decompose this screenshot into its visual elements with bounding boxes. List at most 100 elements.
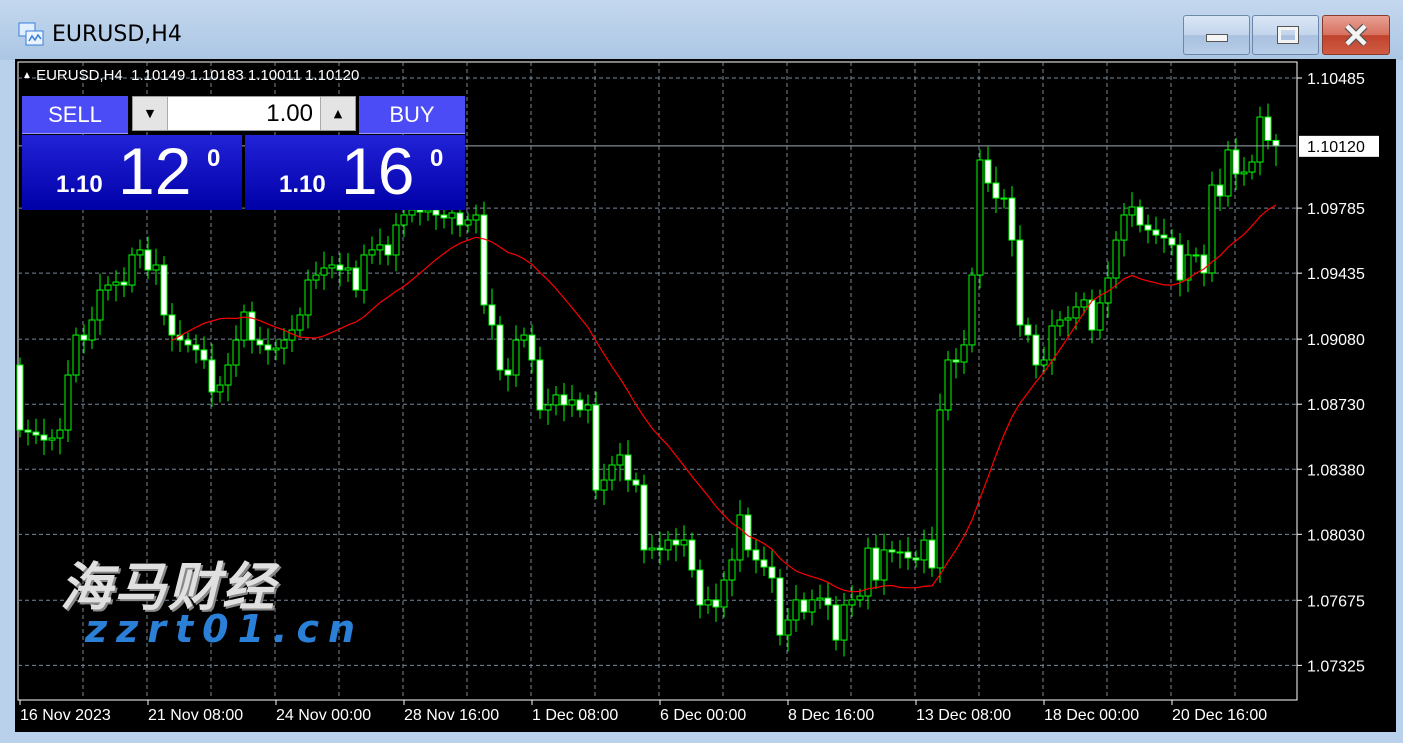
candle-bull [792, 599, 800, 621]
candle-bull [320, 267, 328, 276]
close-button[interactable] [1322, 15, 1390, 55]
candle-bull [584, 404, 592, 411]
x-tick-label: 16 Nov 2023 [20, 707, 111, 724]
candle-bear [168, 314, 176, 336]
triangle-up-icon[interactable]: ▲ [22, 70, 32, 81]
candle-bear [928, 539, 936, 569]
candle-bear [1144, 224, 1152, 231]
candlestick-chart[interactable]: 1.10485 1.09785 1.09435 1.09080 1.08730 1.083… [15, 59, 1396, 732]
candle-bear [144, 249, 152, 271]
chart-header: ▲ EURUSD,H4 1.10149 1.10183 1.10011 1.10… [22, 67, 359, 84]
candle-bull [728, 559, 736, 581]
x-tick-label: 18 Dec 00:00 [1044, 707, 1139, 724]
candle-bear [1136, 206, 1144, 226]
candle-bull [152, 264, 160, 271]
candle-bear [456, 212, 464, 226]
candle-bull [56, 429, 64, 439]
candle-bull [1192, 254, 1200, 257]
x-tick-label: 21 Nov 08:00 [148, 707, 243, 724]
candle-bear [992, 182, 1000, 199]
restore-button[interactable] [1252, 15, 1319, 55]
candle-bear [592, 404, 600, 491]
candle-bull [1224, 149, 1232, 197]
x-tick-label: 13 Dec 08:00 [916, 707, 1011, 724]
buy-button[interactable]: BUY [359, 96, 465, 134]
buy-price-fraction: 0 [430, 145, 444, 172]
candle-bull [112, 281, 120, 286]
candle-bear [1160, 234, 1168, 239]
lot-size-input[interactable]: 1.00 [266, 100, 313, 127]
minimize-icon [1206, 34, 1228, 42]
watermark-url: zzrt01.cn [85, 607, 365, 651]
candle-bear [760, 559, 768, 568]
lot-increase-button[interactable]: ▲ [320, 97, 355, 130]
candle-bull [216, 384, 224, 393]
candle-bear [1264, 116, 1272, 141]
candle-bull [448, 212, 456, 219]
candle-bull [1056, 319, 1064, 327]
candle-bear [432, 209, 440, 216]
candle-bull [512, 339, 520, 376]
candle-bear [632, 479, 640, 486]
candle-bear [1232, 149, 1240, 175]
candle-bear [1016, 239, 1024, 326]
candle-bear [352, 267, 360, 291]
candle-bear [200, 349, 208, 361]
candle-bull [1112, 239, 1120, 279]
candle-bull [880, 549, 888, 581]
candle-bear [1272, 139, 1280, 147]
candle-bear [744, 514, 752, 551]
candle-bull [976, 159, 984, 276]
candle-bear [536, 359, 544, 411]
candle-bull [1048, 325, 1056, 361]
buy-price-prefix: 1.10 [279, 171, 326, 198]
x-tick-label: 8 Dec 16:00 [788, 707, 874, 724]
candle-bear [80, 334, 88, 341]
y-tick-label: 1.08030 [1307, 527, 1365, 544]
candle-bear [776, 577, 784, 636]
y-tick-label: 1.08730 [1307, 397, 1365, 414]
candle-bear [888, 549, 896, 553]
candle-bull [408, 209, 416, 216]
restore-icon [1277, 26, 1299, 44]
candle-bull [224, 364, 232, 386]
candle-bull [896, 551, 904, 554]
candle-bear [624, 454, 632, 481]
candle-bull [848, 599, 856, 606]
candle-bear [248, 311, 256, 341]
candle-bear [384, 244, 392, 256]
candle-bear [120, 281, 128, 286]
sell-button[interactable]: SELL [22, 96, 128, 134]
current-price-label: 1.10120 [1307, 139, 1365, 156]
candle-bull [1128, 206, 1136, 216]
watermark-text: 海马财经 [60, 558, 277, 618]
candle-bear [504, 369, 512, 376]
lot-size-stepper[interactable]: ▼ 1.00 ▲ [132, 96, 356, 131]
buy-price-pips: 16 [341, 134, 415, 208]
candle-bull [680, 539, 688, 546]
y-tick-label: 1.07325 [1307, 658, 1365, 675]
candle-bear [184, 339, 192, 346]
lot-decrease-button[interactable]: ▼ [133, 97, 168, 130]
buy-price-box[interactable]: 1.10 16 0 [245, 134, 465, 210]
minimize-button[interactable] [1183, 15, 1250, 55]
triangle-down-icon: ▼ [145, 107, 155, 120]
candle-bull [1184, 254, 1192, 281]
candle-bear [768, 566, 776, 579]
candle-bull [96, 289, 104, 321]
candle-bear [832, 604, 840, 641]
moving-average-line [171, 204, 1277, 593]
candle-bear [904, 551, 912, 559]
candle-bull [128, 254, 136, 286]
candle-bull [856, 595, 864, 601]
candle-bull [960, 344, 968, 363]
candle-bear [1216, 184, 1224, 197]
candle-bull [48, 437, 56, 441]
candle-bear [1088, 299, 1096, 331]
candle-bull [520, 334, 528, 341]
sell-price-box[interactable]: 1.10 12 0 [22, 134, 242, 210]
candle-bull [376, 244, 384, 251]
candle-bear [32, 431, 40, 436]
candle-bear [984, 159, 992, 184]
candle-bear [872, 547, 880, 581]
